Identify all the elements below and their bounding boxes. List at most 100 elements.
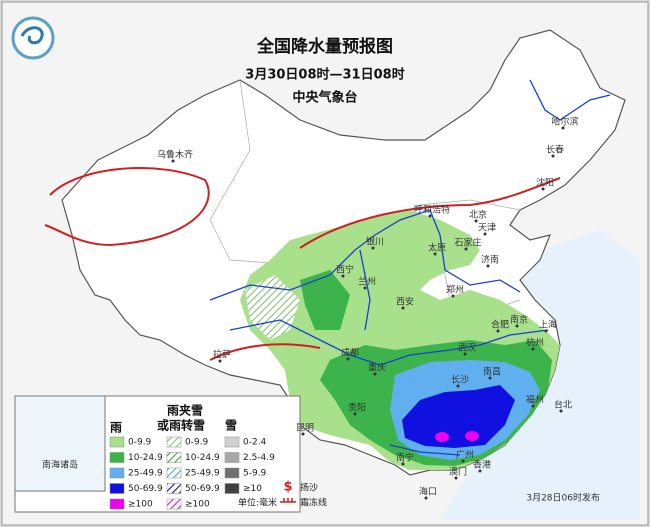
city-label: 重庆 bbox=[368, 362, 386, 374]
legend-item: 2.5-4.9 bbox=[243, 453, 275, 463]
city-dot bbox=[424, 496, 428, 500]
city-label: 济南 bbox=[481, 254, 499, 266]
legend-item: 扬沙 bbox=[300, 482, 318, 494]
city-dot bbox=[488, 376, 492, 380]
rivers bbox=[209, 79, 611, 456]
city-dot bbox=[301, 432, 305, 436]
city-dot bbox=[515, 324, 519, 328]
city-label: 哈尔滨 bbox=[551, 116, 578, 128]
city-label: 台北 bbox=[554, 399, 572, 411]
city-dot bbox=[401, 462, 405, 466]
legend-swatch bbox=[224, 483, 240, 494]
legend-item: 25-49.9 bbox=[128, 469, 163, 479]
city-dot bbox=[544, 329, 548, 333]
city-dot bbox=[486, 264, 490, 268]
legend-swatch bbox=[166, 483, 182, 494]
city-dot bbox=[371, 246, 375, 250]
city-dot bbox=[531, 404, 535, 408]
sand-symbol: $ bbox=[283, 480, 292, 495]
city-dot bbox=[464, 247, 468, 251]
city-label: 昆明 bbox=[296, 423, 314, 434]
city-dot bbox=[171, 159, 175, 163]
period: 3月30日08时—31日08时 bbox=[245, 67, 404, 83]
city-dot bbox=[451, 294, 455, 298]
legend-swatch bbox=[224, 467, 240, 479]
issuer: 中央气象台 bbox=[292, 90, 357, 106]
city-dot bbox=[561, 126, 565, 130]
city-label: 杭州 bbox=[526, 337, 544, 349]
legend-item: 50-69.9 bbox=[185, 484, 220, 494]
city-dot bbox=[341, 274, 345, 278]
legend-item: 0-9.9 bbox=[128, 438, 152, 448]
legend-swatch bbox=[109, 483, 125, 494]
city-label: 广州 bbox=[456, 449, 474, 461]
city-dot bbox=[353, 412, 357, 416]
legend-heading: 或雨转雪 bbox=[157, 418, 205, 433]
legend-item: ≥100 bbox=[128, 500, 153, 510]
legend-item: 10-24.9 bbox=[128, 453, 163, 463]
city-dot bbox=[478, 469, 482, 473]
legend-heading: 雨 bbox=[110, 421, 122, 435]
city-dot bbox=[541, 187, 545, 191]
legend-item: 10-24.9 bbox=[185, 453, 220, 463]
legend-item: 50-69.9 bbox=[128, 484, 163, 494]
city-dot bbox=[496, 329, 500, 333]
city-dot bbox=[463, 352, 467, 356]
city-dot bbox=[483, 232, 487, 236]
city-dot bbox=[218, 359, 222, 363]
city-label: 天津 bbox=[478, 223, 496, 234]
city-label: 合肥 bbox=[491, 319, 509, 331]
legend-item: 0-2.4 bbox=[243, 438, 267, 448]
legend-unit: 单位:毫米 bbox=[238, 497, 277, 509]
legend-item: ≥100 bbox=[185, 500, 210, 510]
frost-line bbox=[44, 167, 561, 361]
city-dot bbox=[433, 252, 437, 256]
legend-heading: 雪 bbox=[225, 419, 237, 433]
city-label: 上海 bbox=[539, 319, 557, 331]
legend-item: 霜冻线 bbox=[300, 497, 327, 509]
city-label: 南京 bbox=[510, 314, 528, 326]
legend-item: 25-49.9 bbox=[185, 469, 220, 479]
legend-swatch bbox=[166, 498, 182, 510]
logo bbox=[11, 16, 55, 60]
logo bbox=[20, 26, 44, 45]
city-dot bbox=[559, 409, 563, 413]
legend-swatch bbox=[109, 436, 125, 448]
city-label: 乌鲁木齐 bbox=[157, 149, 193, 161]
city-label: 南昌 bbox=[483, 366, 501, 378]
title: 全国降水量预报图 bbox=[256, 36, 393, 57]
city-label: 福州 bbox=[526, 394, 544, 406]
rain-area-moderate bbox=[300, 270, 350, 330]
city-dot bbox=[346, 357, 350, 361]
city-label: 贵阳 bbox=[348, 402, 366, 414]
legend-item: 5-9.9 bbox=[243, 469, 267, 479]
city-label: 兰州 bbox=[358, 276, 376, 288]
legend-swatch bbox=[224, 436, 240, 448]
inset-label: 南海诸岛 bbox=[42, 459, 78, 471]
legend-heading: 雨夹雪 bbox=[167, 403, 203, 418]
rain-area-storm bbox=[402, 385, 515, 448]
city-label: 香港 bbox=[473, 459, 491, 471]
city-label: 海口 bbox=[419, 486, 437, 498]
city-dot bbox=[456, 384, 460, 388]
city-label: 武汉 bbox=[458, 342, 476, 354]
city-label: 沈阳 bbox=[536, 177, 554, 189]
city-label: 北京 bbox=[469, 209, 487, 221]
city-label: 拉萨 bbox=[213, 349, 231, 361]
city-label: 郑州 bbox=[446, 284, 464, 296]
city-label: 西宁 bbox=[336, 264, 354, 276]
city-dot bbox=[454, 476, 458, 480]
legend-swatch bbox=[109, 498, 125, 510]
city-label: 南宁 bbox=[396, 452, 414, 464]
legend-swatch bbox=[109, 467, 125, 479]
inset-box bbox=[14, 395, 106, 492]
city-dot bbox=[474, 219, 478, 223]
city-label: 石家庄 bbox=[454, 237, 481, 249]
city-label: 澳门 bbox=[449, 466, 467, 478]
city-label: 成都 bbox=[341, 347, 359, 359]
legend-item: 0-9.9 bbox=[185, 438, 209, 448]
legend-swatch bbox=[224, 452, 240, 463]
city-dot bbox=[551, 154, 555, 158]
city-label: 长沙 bbox=[451, 374, 469, 386]
city-dot bbox=[401, 306, 405, 310]
